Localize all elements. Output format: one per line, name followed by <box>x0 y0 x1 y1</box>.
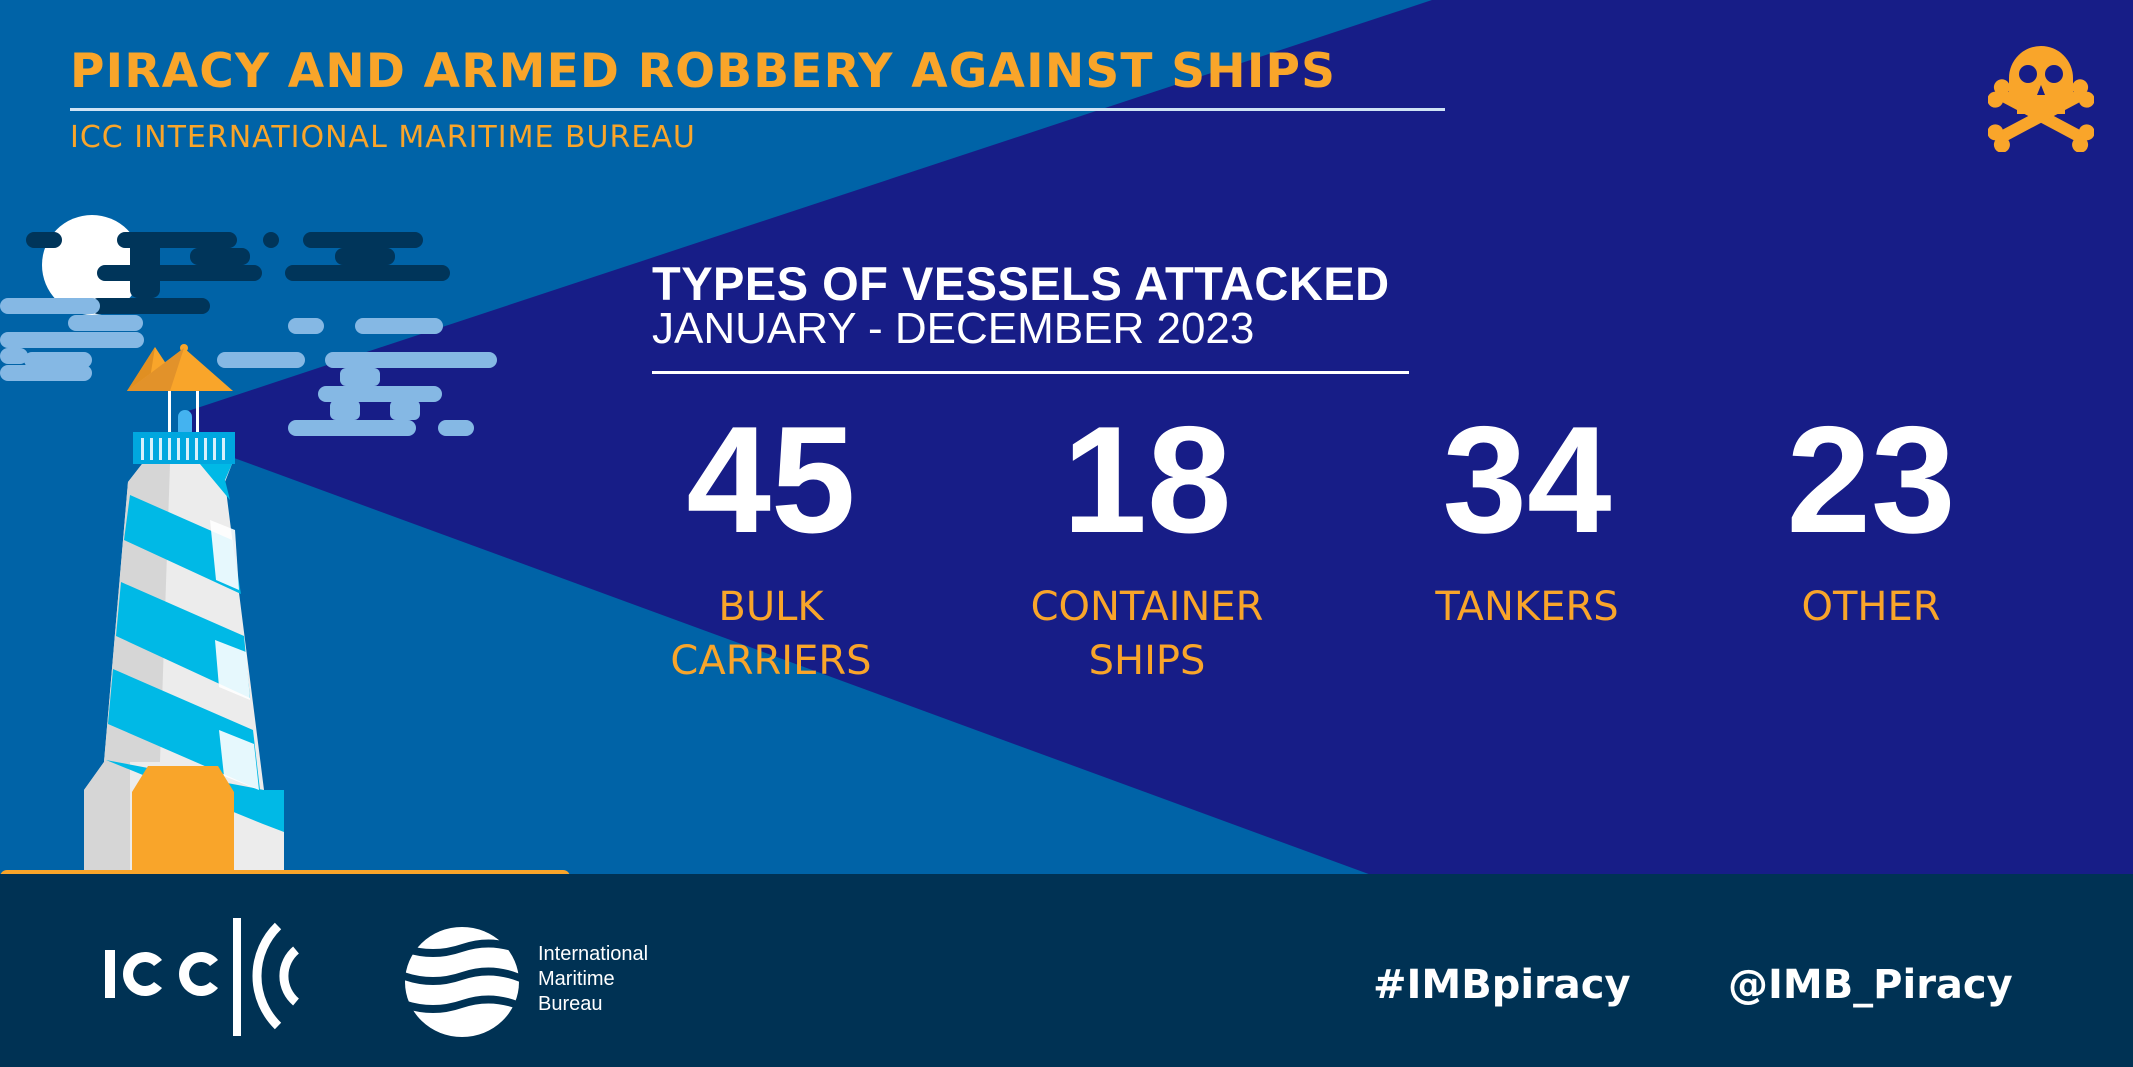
page-title: PIRACY AND ARMED ROBBERY AGAINST SHIPS <box>70 44 1337 99</box>
section-heading: TYPES OF VESSELS ATTACKED <box>652 257 1390 310</box>
twitter-handle-link[interactable]: @IMB_Piracy <box>1728 962 2013 1008</box>
stat-container-ships: 18 CONTAINER SHIPS <box>987 404 1307 688</box>
stat-value: 18 <box>1062 395 1232 565</box>
stat-value: 34 <box>1442 395 1612 565</box>
dark-clouds <box>26 232 450 314</box>
light-clouds-left <box>0 298 144 381</box>
section-divider <box>652 371 1409 374</box>
hashtag-link[interactable]: #IMBpiracy <box>1373 962 1631 1008</box>
stat-label: CONTAINER SHIPS <box>1030 584 1264 684</box>
stat-label: BULK CARRIERS <box>670 584 872 684</box>
stat-other: 23 OTHER <box>1711 404 2031 634</box>
light-beam <box>185 0 2133 880</box>
stat-value: 23 <box>1786 395 1956 565</box>
stat-label: OTHER <box>1801 584 1941 630</box>
lighthouse-illustration <box>84 344 284 875</box>
stat-tankers: 34 TANKERS <box>1367 404 1687 634</box>
stat-bulk-carriers: 45 BULK CARRIERS <box>611 404 931 688</box>
title-divider <box>70 108 1445 111</box>
footer-bar <box>0 874 2133 1067</box>
section-period: JANUARY - DECEMBER 2023 <box>652 304 1255 353</box>
page-subtitle: ICC INTERNATIONAL MARITIME BUREAU <box>70 120 696 155</box>
imb-logo-text: International Maritime Bureau <box>538 943 649 1015</box>
stat-value: 45 <box>686 395 856 565</box>
skull-crossbones-icon <box>1988 46 2094 152</box>
imb-globe-logo <box>405 927 519 1037</box>
light-clouds-right <box>217 318 497 436</box>
icc-logo <box>105 918 300 1036</box>
stat-label: TANKERS <box>1435 584 1619 630</box>
